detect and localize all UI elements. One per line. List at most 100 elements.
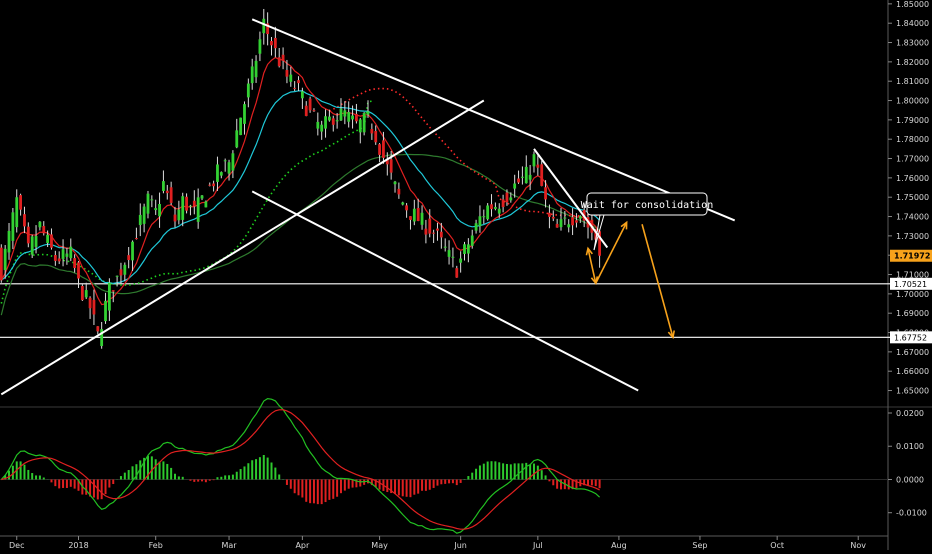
candle-body	[451, 256, 455, 258]
time-tick-label: Mar	[221, 541, 237, 550]
ema-fast-line	[0, 56, 601, 306]
macd-tick-label: 0.0200	[896, 409, 924, 418]
price-tick-label: 1.70000	[896, 290, 929, 299]
candle-body	[335, 120, 339, 122]
macd-signal-line	[1, 409, 600, 530]
candle-body	[362, 113, 366, 133]
candle-body	[0, 247, 3, 281]
candle-body	[478, 216, 482, 227]
candle-body	[370, 128, 374, 134]
candle-body	[57, 258, 61, 262]
candle-body	[208, 184, 212, 186]
candle-body	[521, 176, 524, 178]
price-tick-label: 1.71000	[896, 271, 929, 280]
candle-body	[382, 140, 385, 158]
time-tick-label: Aug	[611, 541, 627, 550]
candle-body	[61, 249, 65, 259]
price-tick-label: 1.75000	[896, 193, 929, 202]
candle-body	[436, 228, 439, 231]
candle-body	[154, 208, 158, 211]
candle-body	[15, 197, 19, 228]
axes-layer: 1.85000 1.84000 1.83000 1.82000 1.81000 1.800…	[9, 0, 932, 550]
annotation-layer: Wait for consolidation	[581, 192, 713, 251]
candle-body	[409, 216, 412, 220]
candle-body	[343, 110, 347, 117]
candle-body	[189, 205, 192, 207]
candle-body	[536, 164, 540, 168]
candle-body	[466, 244, 470, 254]
candle-body	[173, 214, 177, 222]
candle-body	[532, 154, 536, 167]
candle-body	[559, 219, 563, 228]
candle-body	[397, 188, 401, 195]
candle-body	[505, 192, 509, 203]
ascending-support-line	[0, 99, 485, 396]
candle-body	[594, 229, 598, 240]
candle-body	[447, 250, 451, 257]
candle-body	[273, 37, 277, 49]
level-label-box	[890, 331, 932, 344]
candle-body	[316, 121, 320, 129]
time-tick-label: Jun	[453, 541, 467, 550]
candle-body	[196, 197, 200, 222]
candle-body	[258, 39, 262, 54]
candle-body	[555, 223, 559, 228]
price-tick-label: 1.81000	[896, 77, 929, 86]
level-label-box	[890, 277, 932, 290]
level-label-text: 1.70521	[894, 280, 927, 289]
sma-dotted-green-line	[0, 100, 373, 304]
candle-body	[73, 258, 77, 269]
current-price-box	[890, 249, 932, 262]
candle-body	[69, 246, 73, 259]
candle-body	[26, 226, 30, 244]
candle-body	[111, 290, 115, 292]
projection-arrowhead	[667, 330, 676, 340]
candle-body	[389, 159, 393, 173]
candle-body	[266, 23, 270, 35]
horizontal-levels-layer	[0, 283, 932, 338]
price-tick-label: 1.77000	[896, 155, 929, 164]
time-tick-label: Dec	[9, 541, 24, 550]
candle-body	[455, 268, 459, 278]
candle-body	[227, 162, 231, 174]
macd-panel-layer	[0, 397, 601, 534]
candle-body	[277, 57, 281, 67]
candle-body	[328, 116, 331, 121]
price-tick-label: 1.80000	[896, 97, 929, 106]
candle-body	[250, 66, 254, 84]
candle-body	[281, 54, 285, 61]
candle-body	[80, 286, 84, 301]
candle-body	[104, 300, 107, 322]
candle-body	[300, 91, 304, 99]
macd-line	[0, 397, 601, 534]
candle-body	[3, 248, 7, 271]
wedge-upper-line	[533, 148, 609, 249]
candle-body	[23, 214, 26, 227]
candle-body	[88, 297, 92, 309]
price-tick-label: 1.69000	[896, 309, 929, 318]
candle-body	[443, 246, 447, 248]
moving-averages-layer	[0, 56, 601, 316]
candle-body	[540, 164, 544, 186]
candle-body	[30, 236, 34, 255]
candle-body	[223, 160, 227, 162]
candle-body	[490, 204, 493, 210]
candle-body	[270, 41, 273, 46]
candle-body	[65, 253, 69, 257]
candle-body	[96, 326, 100, 332]
candle-body	[331, 118, 335, 125]
candle-body	[38, 221, 42, 228]
sma-dotted-red-line	[329, 87, 600, 217]
projection-arrowhead	[620, 220, 628, 230]
candle-body	[243, 104, 246, 124]
candle-body	[524, 166, 528, 184]
current-price-text: 1.71972	[894, 252, 930, 261]
candle-body	[308, 98, 312, 111]
time-tick-label: Oct	[770, 541, 784, 550]
price-tick-label: 1.67000	[896, 348, 929, 357]
candle-body	[598, 231, 601, 256]
candle-body	[262, 18, 266, 34]
candle-body	[127, 255, 131, 260]
candle-body	[420, 212, 424, 225]
